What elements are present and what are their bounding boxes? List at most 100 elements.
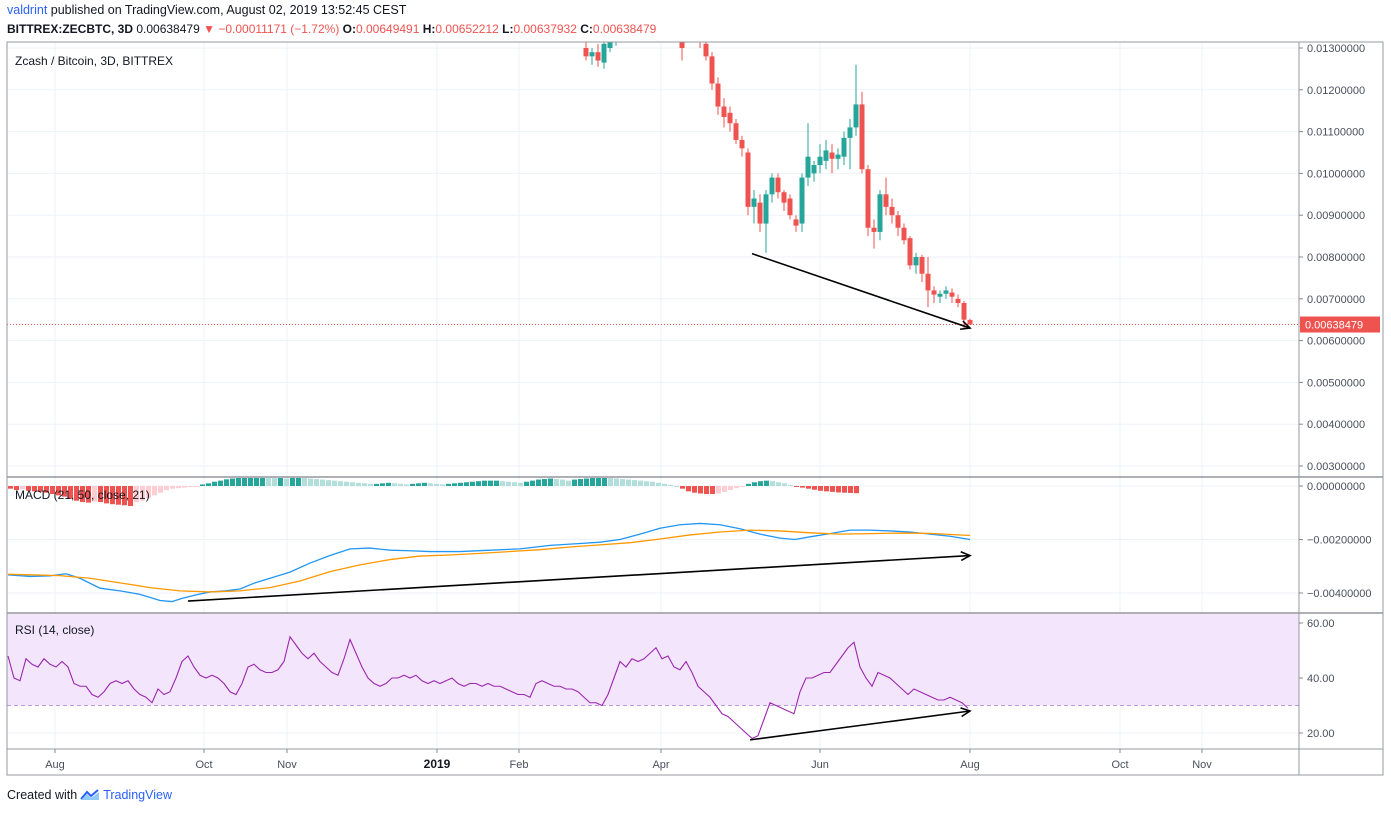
candle — [895, 211, 901, 237]
candle-body — [787, 198, 793, 216]
username-link[interactable]: valdrint — [7, 3, 48, 17]
macd-histogram-bar — [344, 481, 349, 486]
candle-body — [583, 48, 589, 57]
axis-tick-label: 0.00700000 — [1307, 294, 1365, 306]
tradingview-logo-icon — [80, 789, 100, 800]
macd-histogram-bar — [614, 478, 619, 486]
macd-histogram-bar — [806, 486, 811, 489]
macd-histogram-bar — [512, 482, 517, 486]
macd-histogram-bar — [710, 486, 715, 495]
macd-histogram-bar — [92, 486, 97, 502]
macd-histogram-bar — [26, 486, 31, 491]
candle — [967, 318, 973, 325]
candle-body — [727, 112, 733, 124]
macd-histogram-bar — [200, 484, 205, 486]
time-axis[interactable]: Aug Oct Nov 2019 Feb Apr Jun Aug Oct Nov — [45, 749, 1212, 771]
candle-body — [877, 194, 883, 232]
candle-body — [757, 202, 763, 224]
macd-histogram-bar — [788, 484, 793, 486]
macd-histogram-bar — [50, 486, 55, 495]
ohlc-legend: BITTREX:ZECBTC, 3D 0.00638479 ▼ −0.00011… — [7, 22, 656, 36]
candle-body — [895, 215, 901, 228]
price-axis[interactable]: 0.01300000 0.01200000 0.01100000 0.01000000… — [1299, 43, 1380, 740]
candle — [841, 131, 847, 166]
rsi-band — [7, 614, 1299, 706]
created-with-text: Created with — [7, 788, 78, 802]
macd-histogram-bar — [434, 483, 439, 486]
time-tick-label: Oct — [195, 759, 212, 771]
macd-histogram-bar — [602, 478, 607, 486]
candle — [877, 190, 883, 241]
macd-histogram-bar — [776, 482, 781, 486]
macd-histogram-bar — [458, 482, 463, 486]
macd-histogram-bar — [626, 479, 631, 486]
candle-body — [733, 123, 739, 140]
macd-histogram-bar — [734, 486, 739, 489]
candle-body — [961, 302, 967, 320]
rsi-trendline-arrow-arrowhead — [960, 707, 972, 718]
macd-trendline-arrow — [187, 550, 972, 602]
candle-body — [949, 292, 955, 297]
candle — [889, 198, 895, 224]
candle-body — [955, 298, 961, 303]
macd-histogram-bar — [350, 482, 355, 486]
candle — [679, 42, 685, 61]
macd-histogram-bar — [74, 486, 79, 501]
macd-histogram-bar — [374, 483, 379, 486]
macd-histogram-bar — [302, 478, 307, 486]
rsi-pane[interactable] — [7, 635, 972, 741]
macd-histogram-bar — [158, 486, 163, 493]
candle — [715, 77, 721, 115]
macd-histogram-bar — [176, 486, 181, 489]
time-tick-label: Feb — [510, 759, 529, 771]
macd-histogram-bar — [386, 482, 391, 486]
candle — [955, 294, 961, 308]
tradingview-brand[interactable]: TradingView — [80, 788, 172, 802]
macd-histogram-bar — [578, 479, 583, 486]
macd-histogram-bar — [698, 486, 703, 494]
macd-histogram-bar — [356, 482, 361, 486]
macd-histogram-bar — [128, 486, 133, 507]
change-value: −0.00011171 (−1.72%) — [218, 22, 340, 36]
candle-body — [721, 106, 727, 117]
macd-histogram-bar — [818, 486, 823, 491]
open-value: 0.00649491 — [356, 22, 420, 36]
macd-histogram-bar — [590, 478, 595, 486]
candle — [733, 119, 739, 145]
macd-histogram-bar — [338, 481, 343, 486]
macd-histogram-bar — [68, 486, 73, 499]
macd-histogram-bar — [452, 483, 457, 486]
candle — [829, 144, 835, 174]
candle — [817, 144, 823, 174]
axis-tick-label: 20.00 — [1307, 728, 1335, 740]
macd-pane[interactable] — [7, 478, 972, 603]
candle-body — [835, 154, 841, 159]
macd-histogram-bar — [662, 483, 667, 486]
macd-histogram-bar — [266, 478, 271, 486]
macd-histogram-bar — [566, 480, 571, 486]
macd-histogram-bar — [530, 480, 535, 486]
macd-histogram-bar — [446, 483, 451, 486]
macd-histogram-bar — [644, 481, 649, 486]
candle — [607, 42, 613, 53]
macd-histogram-bar — [296, 478, 301, 486]
candle — [925, 257, 931, 308]
candle — [961, 300, 967, 329]
axis-tick-label: 60.00 — [1307, 618, 1335, 630]
time-tick-label: Apr — [652, 759, 669, 771]
macd-histogram-bar — [260, 478, 265, 486]
down-triangle-icon: ▼ — [203, 22, 215, 36]
macd-histogram-bar — [254, 478, 259, 486]
candle-body — [901, 227, 907, 241]
macd-histogram-bar — [620, 479, 625, 486]
price-pane[interactable] — [7, 42, 1299, 331]
macd-histogram-bar — [164, 486, 169, 491]
macd-histogram-bar — [680, 486, 685, 489]
candle-body — [739, 139, 745, 149]
candle — [751, 190, 757, 224]
candle-body — [763, 194, 769, 224]
macd-histogram-bar — [80, 486, 85, 503]
macd-histogram-bar — [410, 483, 415, 486]
price-trendline-arrow-arrowhead — [959, 320, 972, 331]
